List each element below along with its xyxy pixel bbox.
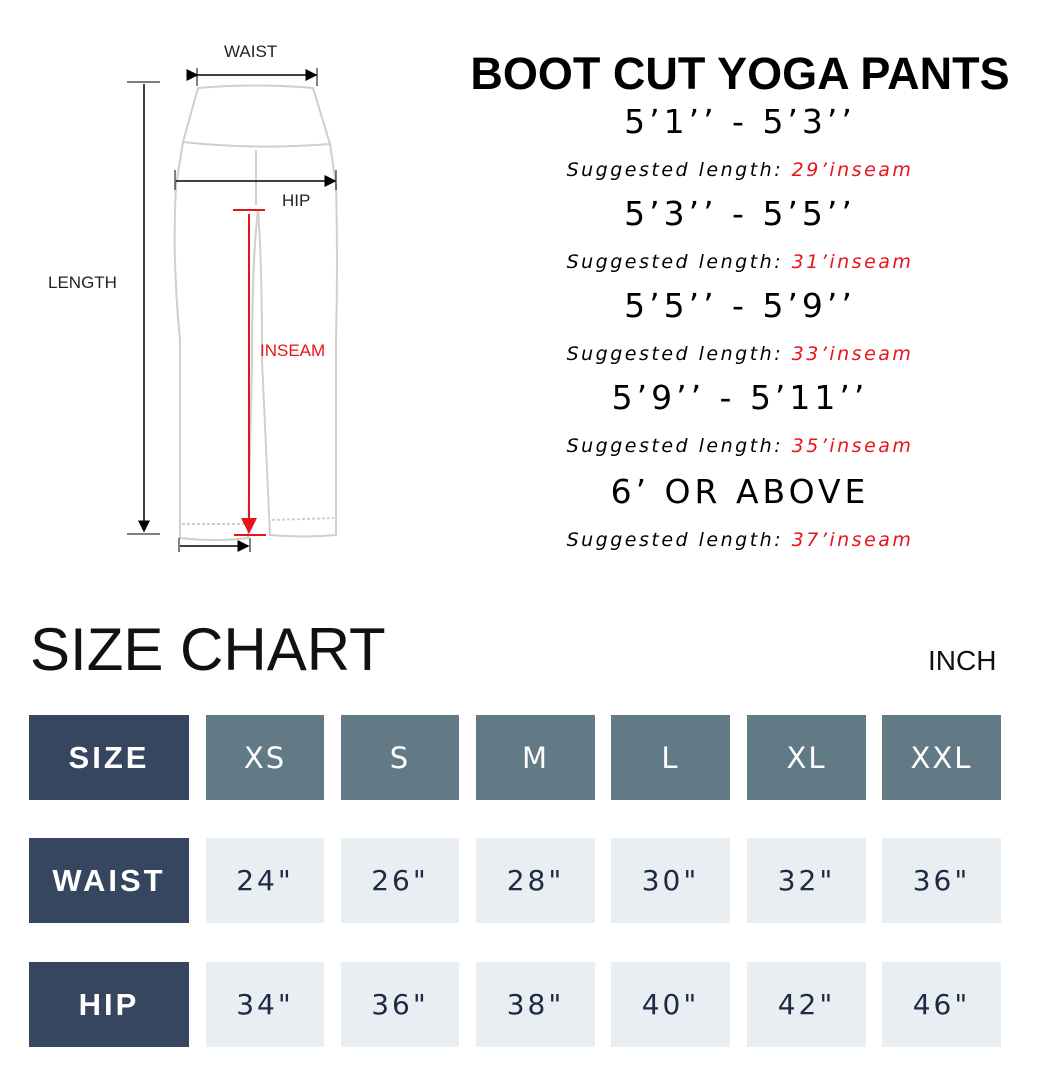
row-label-hip: HIP [29,962,189,1047]
size-chart-title: SIZE CHART [30,616,386,683]
hip-cell: 36" [341,962,459,1047]
unit-label: INCH [928,645,997,676]
inseam-value: 35’inseam [791,435,914,457]
inseam-value: 31’inseam [791,251,914,273]
row-label-size: SIZE [29,715,189,800]
length-label: LENGTH [48,273,117,292]
hip-cell: 46" [882,962,1001,1047]
hip-cell: 40" [611,962,730,1047]
height-range: 5’1’’ - 5’3’’ [624,102,856,141]
inseam-value: 29’inseam [791,159,914,181]
waist-cell: 32" [747,838,866,923]
size-header-cell: XXL [882,715,1001,800]
suggested-length: Suggested length: 35’inseam [520,435,960,457]
waist-label: WAIST [224,42,278,61]
suggested-prefix: Suggested length: [566,251,792,273]
inseam-label: INSEAM [260,341,326,360]
row-label-waist: WAIST [29,838,189,923]
waist-cell: 36" [882,838,1001,923]
size-header-cell: M [476,715,595,800]
hip-cell: 38" [476,962,595,1047]
size-header-cell: XL [747,715,866,800]
waist-cell: 24" [206,838,324,923]
size-header-cell: S [341,715,459,800]
hip-label: HIP [282,191,311,210]
suggested-prefix: Suggested length: [566,343,792,365]
suggested-length: Suggested length: 37’inseam [520,529,960,551]
suggested-prefix: Suggested length: [566,435,792,457]
page-title: BOOT CUT YOGA PANTS [470,48,1010,99]
size-header-cell: XS [206,715,324,800]
suggested-prefix: Suggested length: [566,529,792,551]
suggested-length: Suggested length: 33’inseam [520,343,960,365]
pants-diagram [127,68,338,552]
height-range: 5’5’’ - 5’9’’ [624,286,856,325]
height-range: 5’9’’ - 5’11’’ [611,378,869,417]
suggested-prefix: Suggested length: [566,159,792,181]
inseam-value: 33’inseam [791,343,914,365]
size-header-cell: L [611,715,730,800]
height-range: 6’ OR ABOVE [610,472,870,511]
pants-outline-icon [173,84,338,541]
suggested-length: Suggested length: 29’inseam [520,159,960,181]
hip-cell: 34" [206,962,324,1047]
inseam-value: 37’inseam [791,529,914,551]
height-range: 5’3’’ - 5’5’’ [624,194,856,233]
suggested-length: Suggested length: 31’inseam [520,251,960,273]
hip-cell: 42" [747,962,866,1047]
waist-cell: 30" [611,838,730,923]
waist-cell: 26" [341,838,459,923]
waist-cell: 28" [476,838,595,923]
